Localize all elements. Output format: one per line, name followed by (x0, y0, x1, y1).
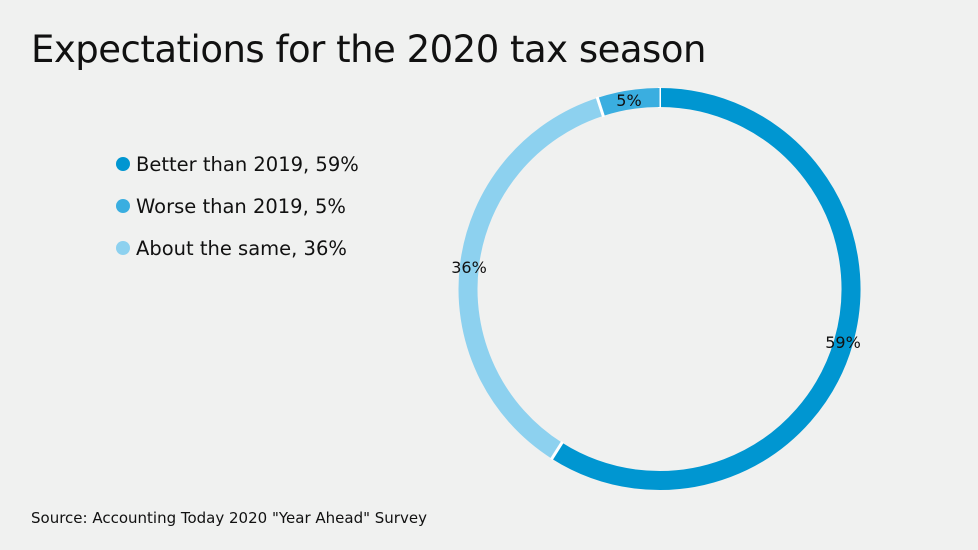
data-label: 36% (451, 258, 487, 277)
legend-label: About the same, 36% (136, 236, 347, 260)
donut-slice (458, 97, 604, 459)
source-note: Source: Accounting Today 2020 "Year Ahea… (31, 509, 427, 527)
legend: Better than 2019, 59% Worse than 2019, 5… (116, 143, 359, 269)
slice-separator (549, 441, 564, 461)
donut-slice (597, 88, 660, 116)
data-label: 59% (825, 333, 861, 352)
legend-swatch (116, 199, 130, 213)
donut-slice (551, 88, 861, 490)
legend-item-better: Better than 2019, 59% (116, 143, 359, 185)
legend-swatch (116, 157, 130, 171)
legend-item-same: About the same, 36% (116, 227, 359, 269)
data-label: 5% (616, 91, 641, 110)
chart-title: Expectations for the 2020 tax season (31, 28, 706, 71)
legend-item-worse: Worse than 2019, 5% (116, 185, 359, 227)
legend-label: Worse than 2019, 5% (136, 194, 346, 218)
slice-separator (595, 96, 605, 118)
legend-swatch (116, 241, 130, 255)
legend-label: Better than 2019, 59% (136, 152, 359, 176)
